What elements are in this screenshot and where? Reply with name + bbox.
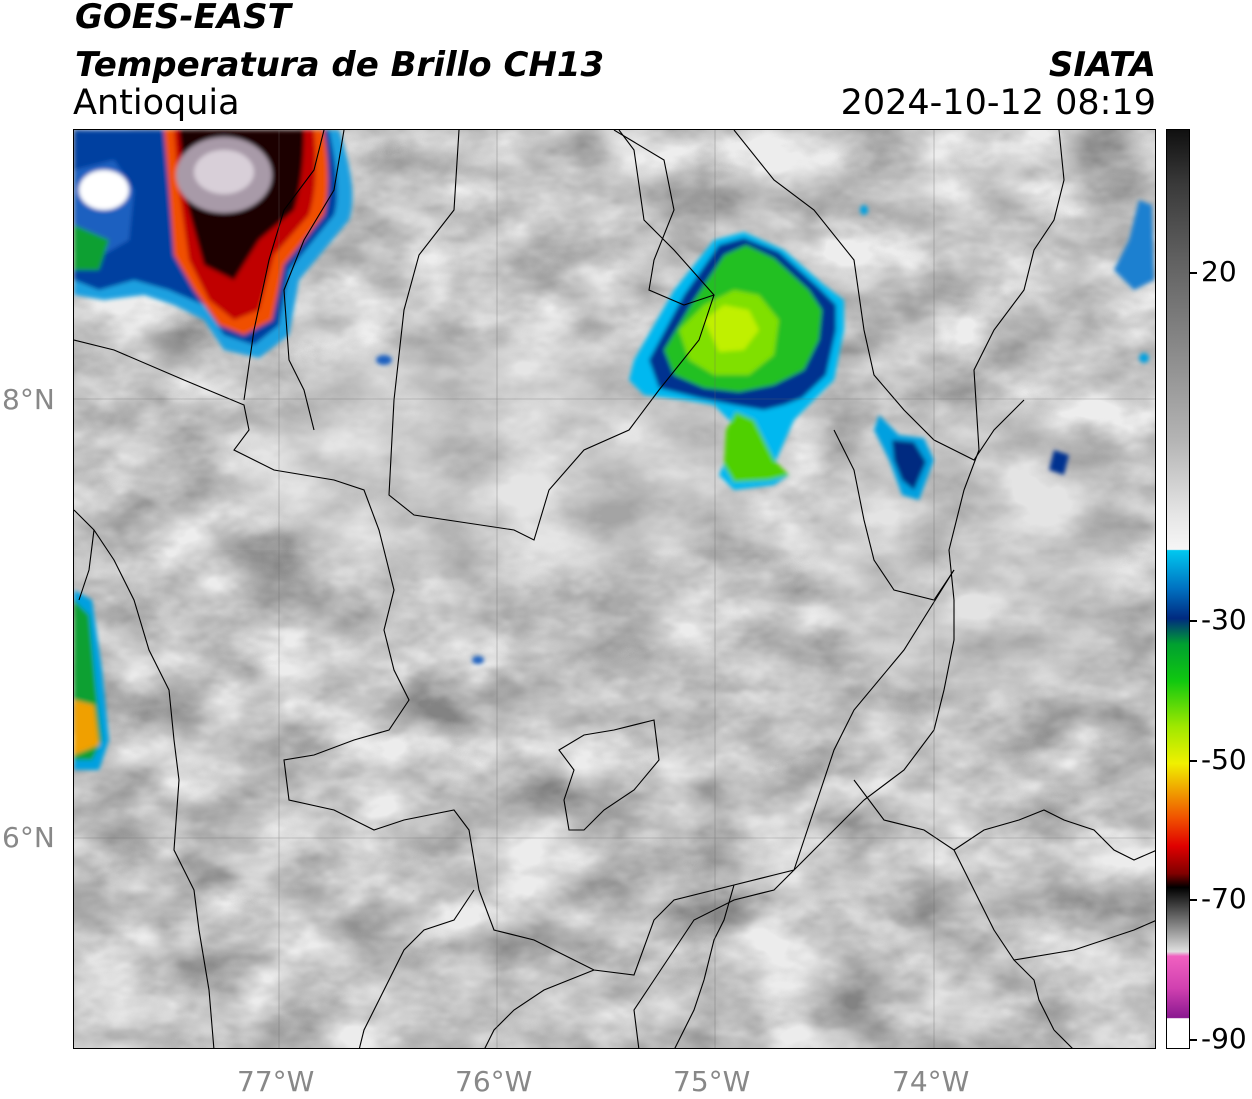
colorbar-tick [1190, 1039, 1197, 1041]
product-title: Temperatura de Brillo CH13 [75, 45, 605, 85]
colorbar-tick [1190, 272, 1197, 274]
west-cell [74, 590, 109, 770]
lon-label-74w: 74°W [892, 1065, 970, 1098]
colorbar-label-minus90: -90 [1201, 1022, 1247, 1055]
lon-label-75w: 75°W [673, 1065, 751, 1098]
small-cells [376, 205, 1149, 664]
satellite-title: GOES-EAST [75, 0, 291, 37]
satellite-map[interactable] [73, 129, 1156, 1049]
colorbar-label-minus70: -70 [1201, 882, 1247, 915]
lon-label-76w: 76°W [455, 1065, 533, 1098]
lat-label-8n: 8°N [2, 383, 55, 416]
lon-label-77w: 77°W [237, 1065, 315, 1098]
datetime-label: 2024-10-12 08:19 [840, 83, 1156, 123]
source-label: SIATA [1048, 45, 1156, 85]
colorbar-label-minus30: -30 [1201, 603, 1247, 636]
central-storm [629, 232, 844, 490]
map-canvas [74, 130, 1155, 1048]
colorbar-tick [1190, 760, 1197, 762]
region-label: Antioquia [73, 83, 240, 123]
lat-label-6n: 6°N [2, 821, 55, 854]
east-bright [814, 400, 1134, 700]
gridlines [74, 130, 1155, 1048]
colorbar-tick [1190, 620, 1197, 622]
bright-band [234, 340, 754, 580]
borders [74, 130, 1155, 1048]
east-cell [874, 200, 1154, 500]
colorbar [1166, 129, 1190, 1049]
colorbar-label-20: 20 [1201, 255, 1237, 288]
colorbar-tick [1190, 899, 1197, 901]
nw-storm [74, 130, 353, 358]
colorbar-label-minus50: -50 [1201, 743, 1247, 776]
